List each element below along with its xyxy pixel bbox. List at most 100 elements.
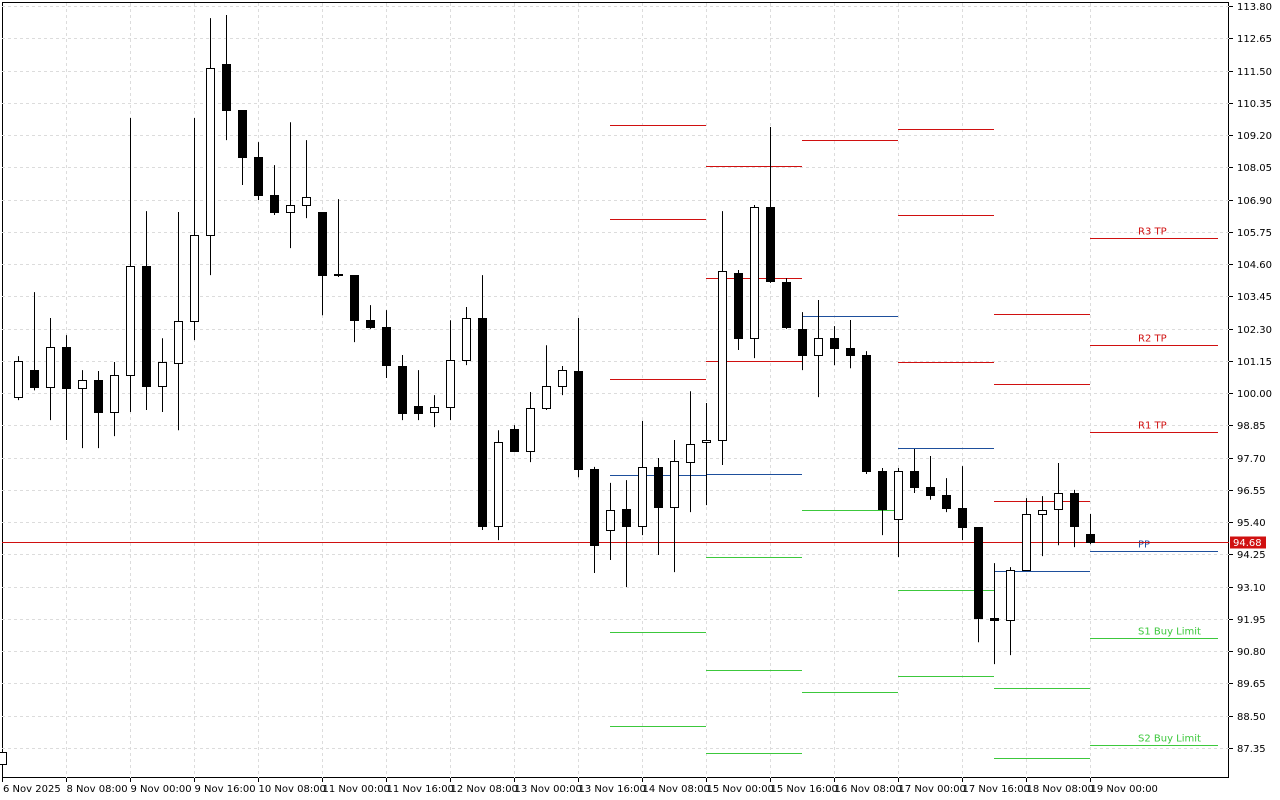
candle-body <box>78 380 87 389</box>
y-tick-label: 91.95 <box>1237 615 1266 626</box>
candle-body <box>398 366 407 414</box>
candle-body <box>814 338 823 356</box>
candle-body <box>942 495 951 509</box>
candle-body <box>750 207 759 339</box>
candle-body <box>1054 493 1063 510</box>
candle-body <box>1070 493 1079 527</box>
grid <box>2 3 1229 778</box>
y-tick-label: 103.45 <box>1237 292 1272 303</box>
y-tick-label: 106.90 <box>1237 196 1272 207</box>
x-tick-label: 10 Nov 08:00 <box>259 784 326 795</box>
candle-body <box>958 508 967 528</box>
y-tick-label: 97.70 <box>1237 454 1266 465</box>
candle-body <box>766 207 775 282</box>
y-tick-label: 93.10 <box>1237 583 1266 594</box>
candle-body <box>14 361 23 398</box>
y-tick-label: 105.75 <box>1237 228 1272 239</box>
y-tick-label: 108.05 <box>1237 163 1272 174</box>
candle-body <box>862 355 871 472</box>
candle-body <box>718 271 727 441</box>
candle-body <box>158 362 167 387</box>
x-tick-label: 17 Nov 16:00 <box>963 784 1030 795</box>
candle-body <box>334 274 343 276</box>
candle-body <box>910 471 919 488</box>
y-tick-label: 94.25 <box>1237 550 1266 561</box>
candle-body <box>622 509 631 527</box>
candle-body <box>318 212 327 276</box>
x-tick-label: 6 Nov 2025 <box>3 784 61 795</box>
candle-body <box>254 157 263 196</box>
y-tick-label: 100.00 <box>1237 389 1272 400</box>
candle-body <box>302 197 311 206</box>
x-tick-label: 11 Nov 16:00 <box>387 784 454 795</box>
candle-body <box>542 386 551 409</box>
candle-body <box>670 461 679 508</box>
candle-body <box>894 471 903 520</box>
candle-body <box>478 318 487 527</box>
candle-body <box>686 444 695 463</box>
candle-body <box>1038 510 1047 515</box>
candle-body <box>798 329 807 356</box>
x-tick-label: 18 Nov 08:00 <box>1027 784 1094 795</box>
level-label: S1 Buy Limit <box>1138 627 1201 638</box>
x-tick-label: 8 Nov 08:00 <box>67 784 128 795</box>
candle-body <box>270 195 279 213</box>
y-tick-label: 109.20 <box>1237 131 1272 142</box>
candle-body <box>638 467 647 527</box>
candle-body <box>366 320 375 328</box>
x-tick-label: 9 Nov 00:00 <box>131 784 192 795</box>
x-tick-label: 11 Nov 00:00 <box>323 784 390 795</box>
candle-body <box>462 318 471 361</box>
candle-body <box>414 406 423 414</box>
candle-body <box>494 442 503 527</box>
x-tick-label: 12 Nov 08:00 <box>451 784 518 795</box>
y-tick-label: 102.30 <box>1237 325 1272 336</box>
candle-body <box>126 266 135 376</box>
candle-body <box>702 440 711 443</box>
candle-body <box>46 347 55 388</box>
candle-body <box>238 110 247 158</box>
candle-body <box>926 487 935 496</box>
candle-body <box>878 471 887 510</box>
candle-body <box>286 205 295 213</box>
candle-body <box>1022 514 1031 571</box>
plot-frame <box>2 2 1229 778</box>
candle-body <box>446 360 455 408</box>
x-tick-label: 16 Nov 08:00 <box>835 784 902 795</box>
level-label: S2 Buy Limit <box>1138 734 1201 745</box>
candle-body <box>62 347 71 389</box>
y-tick-label: 113.80 <box>1237 2 1272 13</box>
y-tick-label: 96.55 <box>1237 486 1266 497</box>
x-tick-label: 19 Nov 00:00 <box>1091 784 1158 795</box>
y-tick-label: 95.40 <box>1237 518 1266 529</box>
level-label: R2 TP <box>1138 334 1167 345</box>
y-tick-label: 88.50 <box>1237 712 1266 723</box>
y-tick-label: 87.35 <box>1237 744 1266 755</box>
x-tick-label: 13 Nov 00:00 <box>515 784 582 795</box>
candle-body <box>734 273 743 339</box>
candle-body <box>350 275 359 321</box>
last-price-label: 94.68 <box>1233 538 1262 549</box>
y-tick-label: 104.60 <box>1237 260 1272 271</box>
candle-body <box>190 235 199 322</box>
x-tick-label: 13 Nov 16:00 <box>579 784 646 795</box>
candle-body <box>974 527 983 619</box>
marks: R3 TP R2 TP R1 TP PP S1 Buy Limit S2 Buy Limi… <box>0 15 1229 765</box>
candle-body <box>30 370 39 388</box>
candle-body <box>606 510 615 531</box>
y-tick-label: 98.85 <box>1237 421 1266 432</box>
candle-body <box>510 429 519 452</box>
candle-body <box>526 408 535 452</box>
level-label: R1 TP <box>1138 421 1167 432</box>
candle-body <box>94 380 103 413</box>
x-tick-label: 15 Nov 16:00 <box>771 784 838 795</box>
y-tick-label: 101.15 <box>1237 357 1272 368</box>
candle-body <box>0 752 7 765</box>
candle-body <box>382 327 391 366</box>
candle-body <box>830 338 839 349</box>
candle-body <box>142 266 151 387</box>
y-tick-label: 110.35 <box>1237 99 1272 110</box>
x-tick-label: 17 Nov 00:00 <box>899 784 966 795</box>
candle-body <box>654 467 663 508</box>
